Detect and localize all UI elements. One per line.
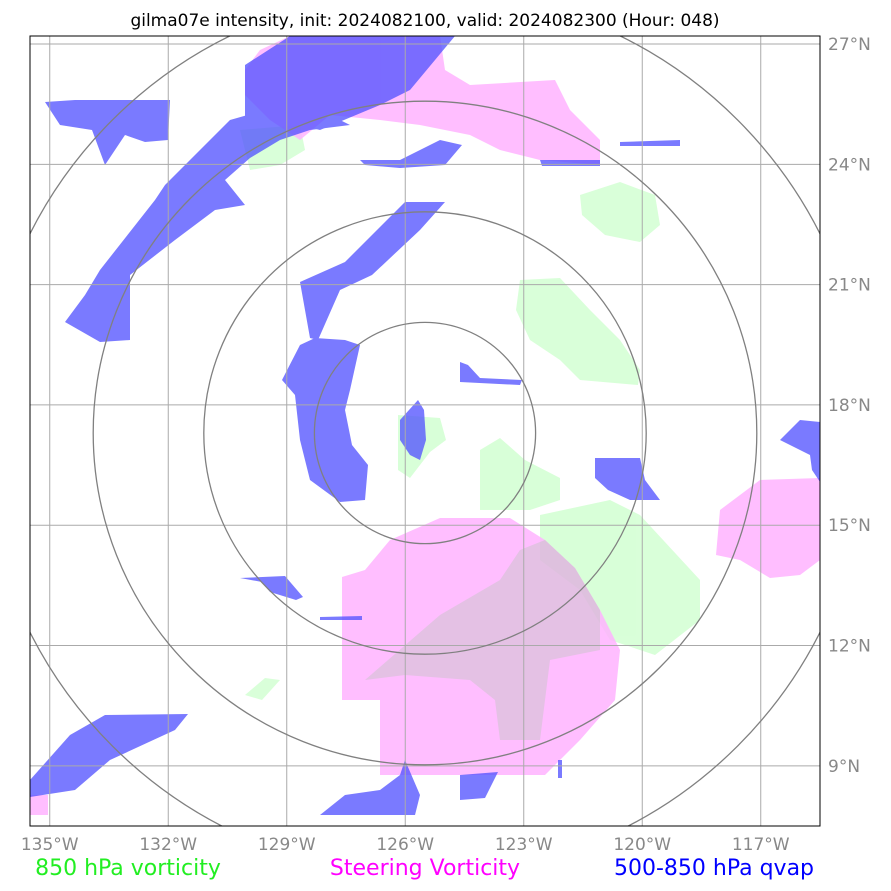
graticule [30,36,820,826]
range-ring [313,321,537,545]
lat-tick-label: 15°N [828,516,871,536]
qvap-patch [540,160,600,166]
qvap-patch [30,714,188,797]
legend-qvap: 500-850 hPa qvap [614,856,814,881]
range-ring [203,211,647,655]
longitude-tick-labels: 135°W 132°W 129°W 126°W 123°W 120°W 117°W [21,835,790,855]
vorticity-850-patch [245,678,280,700]
lon-tick-label: 117°W [732,835,790,855]
lat-tick-label: 27°N [828,35,871,55]
legend-vorticity-850: 850 hPa vorticity [35,856,221,881]
range-rings [30,36,820,826]
qvap-patch [780,420,820,482]
range-ring [92,100,758,766]
qvap-patch [245,36,455,130]
vorticity-850-patch [516,278,640,385]
steering-vorticity-patch [30,795,48,815]
lon-tick-label: 135°W [21,835,79,855]
vorticity-850-patch [480,438,560,510]
lon-tick-label: 126°W [376,835,434,855]
lat-tick-label: 18°N [828,396,871,416]
lon-tick-label: 120°W [613,835,671,855]
qvap-patch [400,400,426,460]
vorticity-850-patch [580,182,660,242]
lon-tick-label: 132°W [139,835,197,855]
lat-tick-label: 24°N [828,155,871,175]
chart-title: gilma07e intensity, init: 2024082100, va… [130,11,719,31]
lon-tick-label: 129°W [258,835,316,855]
qvap-patch [45,100,170,165]
qvap-patch [360,140,462,168]
lon-tick-label: 123°W [495,835,553,855]
qvap-patch [282,338,368,502]
qvap-patch [595,458,660,500]
qvap-patch [460,362,522,385]
plot-frame [29,35,821,827]
legend-steering-vorticity: Steering Vorticity [330,856,520,881]
qvap-patch [300,202,445,340]
vorticity-850-patch [540,500,700,655]
steering-vorticity-patch [716,478,820,578]
qvap-patch [320,616,362,620]
lat-tick-label: 9°N [828,757,860,777]
qvap-patch [620,140,680,146]
steering-vorticity-overlap [365,540,600,740]
qvap-patch [460,772,498,800]
qvap-patch [320,760,420,815]
latitude-tick-labels: 27°N 24°N 21°N 18°N 15°N 12°N 9°N [828,35,871,777]
lat-tick-label: 21°N [828,276,871,296]
lat-tick-label: 12°N [828,637,871,657]
qvap-layer [30,36,820,815]
qvap-patch [558,760,562,778]
